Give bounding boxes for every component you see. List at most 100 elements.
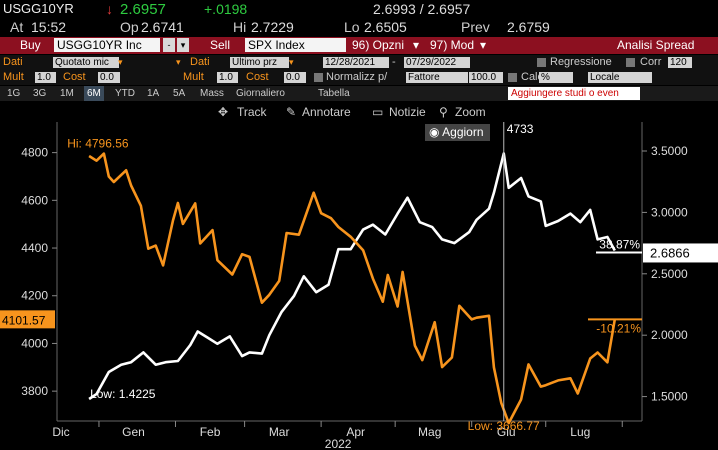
news-icon: ▭: [372, 105, 384, 119]
settings-row-1: Dati Quotato mic ▾ ▾ Dati Ultimo prz ▾ 1…: [0, 55, 718, 70]
mult2-label: Mult: [183, 71, 204, 83]
chevron-down-icon[interactable]: ▾: [177, 38, 189, 52]
refresh-icon: ◉: [429, 125, 440, 139]
track-button[interactable]: Track: [237, 105, 267, 119]
range-6m[interactable]: 6M: [84, 86, 104, 101]
buy-label: Buy: [20, 38, 41, 52]
date-separator: -: [392, 56, 396, 68]
high-value: 2.7229: [251, 19, 294, 35]
right-tick-label: 1.5000: [651, 390, 688, 404]
normalize-select[interactable]: Fattore: [406, 72, 468, 83]
options-menu[interactable]: 96) Opzni: [352, 38, 405, 52]
mode-menu[interactable]: 97) Mod: [430, 38, 475, 52]
data2-label: Dati: [190, 56, 210, 68]
add-study-input[interactable]: Aggiungere studi o even: [508, 87, 640, 100]
pencil-icon: ✎: [286, 105, 297, 119]
cost2-field[interactable]: 0.0: [284, 72, 306, 83]
chevron-down-icon[interactable]: ▾: [480, 38, 487, 52]
date-from-field[interactable]: 12/28/2021: [323, 57, 389, 68]
chevron-down-icon[interactable]: ▾: [118, 57, 123, 67]
right-tick-label: 2.0000: [651, 328, 688, 342]
data2-select[interactable]: Ultimo prz: [230, 57, 289, 68]
chevron-down-icon[interactable]: ▾: [413, 38, 420, 52]
quote-header-row: USGG10YR ↓ 2.6957 +.0198 2.6993 / 2.6957: [0, 0, 718, 18]
refresh-button[interactable]: ◉ Aggiorn: [425, 124, 490, 141]
mult2-field[interactable]: 1.0: [217, 72, 238, 83]
left-tick-label: 4400: [21, 241, 48, 255]
buy-dropdown[interactable]: -: [163, 38, 175, 52]
x-tick-label: Giu: [497, 425, 516, 439]
zoom-button[interactable]: Zoom: [455, 105, 486, 119]
spx-high-label: Hi: 4796.56: [67, 137, 129, 151]
open-label: Op: [120, 19, 139, 35]
cost2-label: Cost: [246, 71, 269, 83]
left-tick-label: 4600: [21, 193, 48, 207]
axes: 3800 4000 4200 4400 4600 4800 1.5000 2.0000 2.50…: [21, 122, 688, 450]
cost1-field[interactable]: 0.0: [98, 72, 120, 83]
time-value: 15:52: [31, 19, 67, 35]
range-5a[interactable]: 5A: [173, 88, 186, 99]
sell-security-field[interactable]: SPX Index: [245, 38, 346, 52]
regression-checkbox[interactable]: [537, 58, 546, 67]
range-3g[interactable]: 3G: [33, 88, 47, 99]
settings-row-2: Mult 1.0 Cost 0.0 Mult 1.0 Cost 0.0 Norm…: [0, 70, 718, 85]
track-icon: ✥: [218, 105, 229, 119]
bid-ask: 2.6993 / 2.6957: [373, 1, 471, 17]
calc-select[interactable]: %: [539, 72, 573, 83]
left-tick-label: 4000: [21, 336, 48, 350]
left-tick-label: 4800: [21, 146, 48, 160]
spread-analysis-title: Analisi Spread: [617, 38, 695, 52]
corr-field[interactable]: 120: [668, 57, 692, 68]
x-tick-label: Lug: [570, 425, 590, 439]
open-value: 2.6741: [141, 19, 184, 35]
spx-last-tag: [0, 310, 55, 329]
cost1-label: Cost: [63, 71, 86, 83]
last-price: 2.6957: [120, 1, 166, 18]
data1-select[interactable]: Quotato mic: [53, 57, 119, 68]
high-label: Hi: [233, 19, 247, 35]
chevron-down-icon[interactable]: ▾: [289, 57, 294, 67]
x-tick-label: Gen: [122, 425, 145, 439]
x-tick-label: Mar: [269, 425, 290, 439]
spx-low-label: Low: 3666.77: [468, 419, 540, 433]
corr-label: Corr: [640, 56, 662, 68]
range-max[interactable]: Mass: [200, 88, 224, 99]
spx-pct-label: -10.21%: [596, 321, 641, 335]
spx-series-line: [88, 152, 617, 425]
command-bar: Buy USGG10YR Inc - ▾ Sell SPX Index 96) …: [0, 37, 718, 54]
normalize-label: Normalizz p/: [326, 71, 388, 83]
x-tick-label: Dic: [52, 425, 69, 439]
spx-last-value: 4101.57: [2, 313, 46, 327]
calc-checkbox[interactable]: [508, 73, 517, 82]
date-to-field[interactable]: 07/29/2022: [404, 57, 470, 68]
time-label: At: [10, 19, 24, 35]
range-ytd[interactable]: YTD: [115, 88, 135, 99]
news-button[interactable]: Notizie: [389, 105, 426, 119]
zoom-icon: ⚲: [439, 105, 448, 119]
buy-security-field[interactable]: USGG10YR Inc: [54, 38, 160, 52]
annotate-button[interactable]: Annotare: [302, 105, 351, 119]
locale-select[interactable]: Locale: [588, 72, 652, 83]
chevron-down-icon: ▾: [176, 57, 181, 67]
range-1g[interactable]: 1G: [7, 88, 21, 99]
right-tick-label: 2.5000: [651, 267, 688, 281]
range-selector: 1G 3G 1M 6M YTD 1A 5A Mass Giornaliero T…: [0, 86, 718, 101]
left-tick-label: 4200: [21, 289, 48, 303]
chart-labels: 4733 Hi: 4796.56 Low: 3666.77 Low: 1.4225 2.…: [0, 122, 718, 433]
yield-pct-label: 38.87%: [599, 237, 640, 251]
range-1m[interactable]: 1M: [60, 88, 74, 99]
normalize-value-field[interactable]: 100.0: [469, 72, 503, 83]
x-year-label: 2022: [325, 437, 352, 450]
normalize-checkbox[interactable]: [314, 73, 323, 82]
yield-series-line: [88, 152, 616, 401]
yield-last-value: 2.6866: [650, 245, 690, 260]
data1-label: Dati: [3, 56, 23, 68]
range-1a[interactable]: 1A: [147, 88, 160, 99]
frequency-select[interactable]: Giornaliero: [236, 88, 285, 99]
x-tick-label: Apr: [346, 425, 365, 439]
cursor-high-label: 4733: [507, 122, 534, 136]
mult1-field[interactable]: 1.0: [35, 72, 56, 83]
corr-checkbox[interactable]: [626, 58, 635, 67]
table-button[interactable]: Tabella: [318, 88, 350, 99]
